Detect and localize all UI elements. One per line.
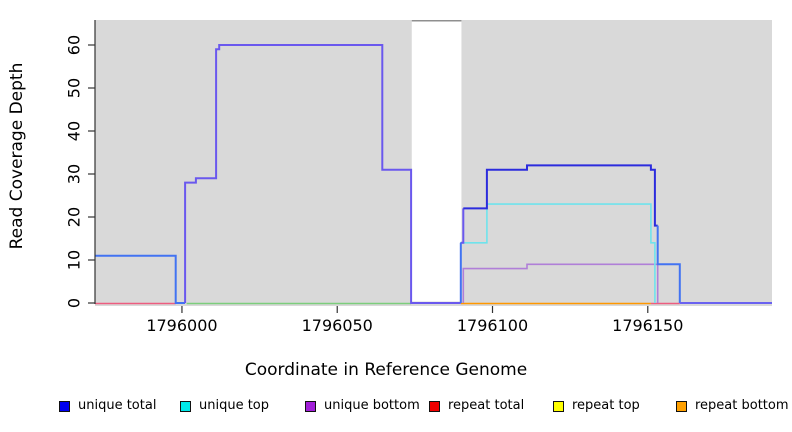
legend-swatch-unique-total (59, 400, 70, 412)
unique-total-line (656, 225, 681, 303)
legend: unique total unique top unique bottom repea… (0, 396, 792, 420)
legend-label: repeat total (448, 398, 525, 413)
y-tick-label: 40 (65, 121, 84, 141)
unique-bottom-line (462, 263, 659, 303)
legend-label: unique total (78, 398, 157, 413)
y-tick-label: 20 (65, 207, 84, 227)
legend-swatch-repeat-total (429, 400, 440, 412)
x-tick-label: 1796000 (146, 316, 217, 335)
legend-swatch-unique-bottom (305, 400, 316, 412)
legend-item-repeat-top: repeat top (553, 396, 640, 416)
legend-item-unique-bottom: unique bottom (305, 396, 420, 416)
x-tick-label: 1796150 (612, 316, 683, 335)
legend-label: repeat top (572, 398, 640, 413)
legend-label: unique bottom (324, 398, 420, 413)
legend-swatch-repeat-top (553, 400, 564, 412)
unique-total-line (184, 44, 461, 304)
legend-item-unique-total: unique total (59, 396, 156, 416)
legend-item-repeat-total: repeat total (429, 396, 524, 416)
y-tick-label: 50 (65, 78, 84, 98)
unique-total-line (463, 164, 658, 227)
legend-item-unique-top: unique top (180, 396, 269, 416)
x-tick-label: 1796100 (457, 316, 528, 335)
legend-label: unique top (199, 398, 270, 413)
y-tick-label: 10 (65, 250, 84, 270)
x-axis-title: Coordinate in Reference Genome (244, 360, 528, 380)
unique-total-line (460, 208, 465, 244)
y-axis-title: Read Coverage Depth (7, 62, 27, 250)
legend-label: repeat bottom (695, 398, 789, 413)
y-tick-label: 30 (65, 164, 84, 184)
x-tick-label: 1796050 (302, 316, 373, 335)
unique-top-line (460, 203, 656, 303)
legend-swatch-repeat-bottom (676, 400, 687, 412)
y-tick-label: 0 (65, 298, 84, 308)
legend-swatch-unique-top (180, 400, 191, 412)
legend-item-repeat-bottom: repeat bottom (676, 396, 789, 416)
unique-total-line (95, 254, 186, 304)
y-tick-label: 60 (65, 35, 84, 55)
masked-region (411, 20, 462, 302)
